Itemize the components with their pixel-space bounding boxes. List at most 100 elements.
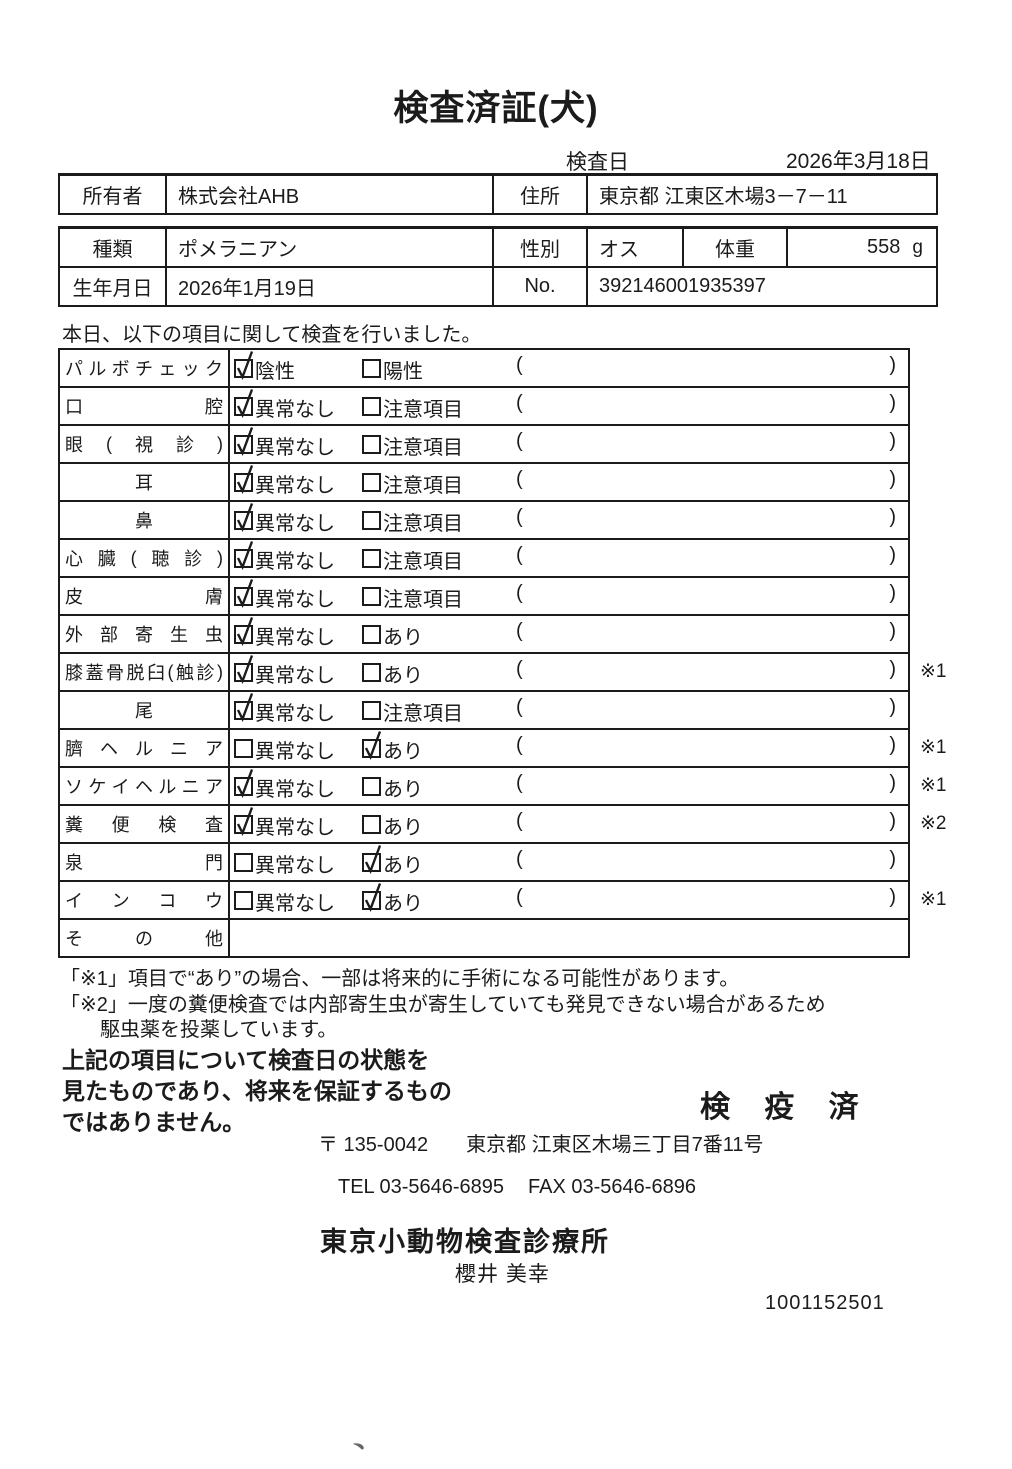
check-row: イ ン コ ウ 異常なし あり () ※1 xyxy=(60,882,947,920)
checkbox-option1-checked xyxy=(234,351,254,381)
row-reference-note: ※1 xyxy=(920,889,947,910)
check-row: 鼻 異常なし 注意項目 () xyxy=(60,502,908,540)
item-char: 虫 xyxy=(205,625,223,645)
option1-label: 陰性 xyxy=(255,361,295,383)
check-item-label: その他 xyxy=(60,920,230,956)
row-reference-note: ※1 xyxy=(920,775,947,796)
item-char: イ xyxy=(65,891,83,911)
check-row: 心臓 (聴診) 異常なし 注意項目 () xyxy=(60,540,908,578)
check-item-label: 眼 (視 診) xyxy=(60,426,230,462)
item-char: 視 xyxy=(135,435,153,455)
item-char: 門 xyxy=(205,853,223,873)
check-item-label: 尾 xyxy=(60,692,230,728)
option1-label: 異常なし xyxy=(255,703,335,725)
item-char: 蓋 xyxy=(85,663,104,683)
checkbox-option2 xyxy=(362,511,381,530)
item-char: ソ xyxy=(65,777,83,797)
check-options-cell: 異常なし あり () xyxy=(230,654,908,690)
option2-label: 注意項目 xyxy=(383,589,463,611)
checkbox-option2 xyxy=(362,549,381,568)
item-char: 眼 xyxy=(65,435,83,455)
check-item-label: 口腔 xyxy=(60,388,230,424)
item-char: ボ xyxy=(111,359,130,379)
check-options-cell: 異常なし あり () xyxy=(230,882,908,918)
weight-label: 体重 xyxy=(682,229,786,266)
check-mark-icon xyxy=(364,883,382,913)
item-char: 聴 xyxy=(151,549,170,569)
remark-paren-open: ( xyxy=(516,506,523,528)
item-char: 寄 xyxy=(135,625,153,645)
check-options-cell: 異常なし 注意項目 () xyxy=(230,540,908,576)
item-char: 診 xyxy=(184,549,203,569)
item-char: ア xyxy=(204,777,223,797)
option1-label: 異常なし xyxy=(255,437,335,459)
breed-label: 種類 xyxy=(92,239,133,261)
item-char: ウ xyxy=(204,891,223,911)
check-item-label: 心臓 (聴診) xyxy=(60,540,230,576)
check-row: 尾 異常なし 注意項目 () xyxy=(60,692,908,730)
weight-cell: 558 g xyxy=(786,229,936,266)
remark-paren-close: ) xyxy=(889,506,896,528)
option1-label: 異常なし xyxy=(255,893,335,915)
item-char: そ xyxy=(65,929,83,949)
item-char: ン xyxy=(111,891,130,911)
remark-paren-open: ( xyxy=(516,354,523,376)
item-char: 膚 xyxy=(205,587,223,607)
checkbox-option2 xyxy=(362,777,381,796)
item-char: 便 xyxy=(111,815,130,835)
birthdate-value: 2026年1月19日 xyxy=(165,268,492,305)
checkbox-option2 xyxy=(362,701,381,720)
option2-label: あり xyxy=(383,779,423,801)
item-char: ク xyxy=(204,359,223,379)
check-item-label: 鼻 xyxy=(60,502,230,538)
disclaimer-line-3: ではありません。 xyxy=(62,1109,246,1135)
item-char: ( xyxy=(167,661,174,682)
checkbox-option1-checked xyxy=(234,389,254,419)
option1-label: 異常なし xyxy=(255,475,335,497)
scan-artifact: ﹅ xyxy=(350,1437,368,1456)
check-row: 眼 (視 診) 異常なし 注意項目 () xyxy=(60,426,908,464)
option2-label: あり xyxy=(383,893,423,915)
item-char: 脱 xyxy=(126,663,145,683)
sex-label: 性別 xyxy=(492,229,586,266)
postal-code: 〒 135-0042 xyxy=(318,1134,429,1156)
remark-paren-open: ( xyxy=(516,696,523,718)
owner-value: 株式会社AHB xyxy=(165,176,492,213)
check-mark-icon xyxy=(236,807,254,837)
check-mark-icon xyxy=(364,845,382,875)
inspection-date-label: 検査日 xyxy=(566,151,629,174)
check-options-cell: 陰性 陽性 () xyxy=(230,350,908,386)
checkbox-option2-checked xyxy=(362,731,382,761)
footnote-1: 「※1」項目で“あり”の場合、一部は将来的に手術になる可能性があります。 xyxy=(60,968,740,990)
option1-label: 異常なし xyxy=(255,513,335,535)
check-row: 糞 便 検 査 異常なし あり () ※2 xyxy=(60,806,947,844)
option1-label: 異常なし xyxy=(255,741,335,763)
remark-paren-close: ) xyxy=(889,658,896,680)
check-row: 臍ヘルニア 異常なし あり () ※1 xyxy=(60,730,947,768)
check-mark-icon xyxy=(236,503,254,533)
check-row: 皮膚異常なし 注意項目() xyxy=(60,578,908,616)
document-code: 1001152501 xyxy=(765,1292,885,1314)
checkbox-option1 xyxy=(234,891,253,910)
footnote-2: 「※2」一度の糞便検査では内部寄生虫が寄生していても発見できない場合があるため xyxy=(60,994,826,1016)
check-item-label: インコウ xyxy=(60,882,230,918)
item-char: ) xyxy=(217,661,223,682)
item-char: 部 xyxy=(100,625,118,645)
examiner-name: 櫻井 美幸 xyxy=(455,1263,550,1286)
birthdate-label: 生年月日 xyxy=(72,278,153,300)
item-char: ェ xyxy=(158,359,177,379)
check-item-label: 耳 xyxy=(60,464,230,500)
checkbox-option2 xyxy=(362,625,381,644)
clinic-name: 東京小動物検査診療所 xyxy=(320,1227,610,1257)
item-char: 膝 xyxy=(65,663,83,683)
item-char: 触 xyxy=(176,663,194,683)
check-mark-icon xyxy=(236,769,254,799)
owner-info-table: 所有者 株式会社AHB 住所 東京都 江東区木場3－7－11 xyxy=(58,173,938,215)
check-item-label: 外部寄生虫 xyxy=(60,616,230,652)
option1-label: 異常なし xyxy=(255,399,335,421)
remark-paren-close: ) xyxy=(889,886,896,908)
check-mark-icon xyxy=(236,351,254,381)
check-item-label: 膝蓋骨脱臼(触診) xyxy=(60,654,230,690)
disclaimer-line-1: 上記の項目について検査日の状態を xyxy=(62,1047,430,1073)
option2-label: 陽性 xyxy=(383,361,423,383)
